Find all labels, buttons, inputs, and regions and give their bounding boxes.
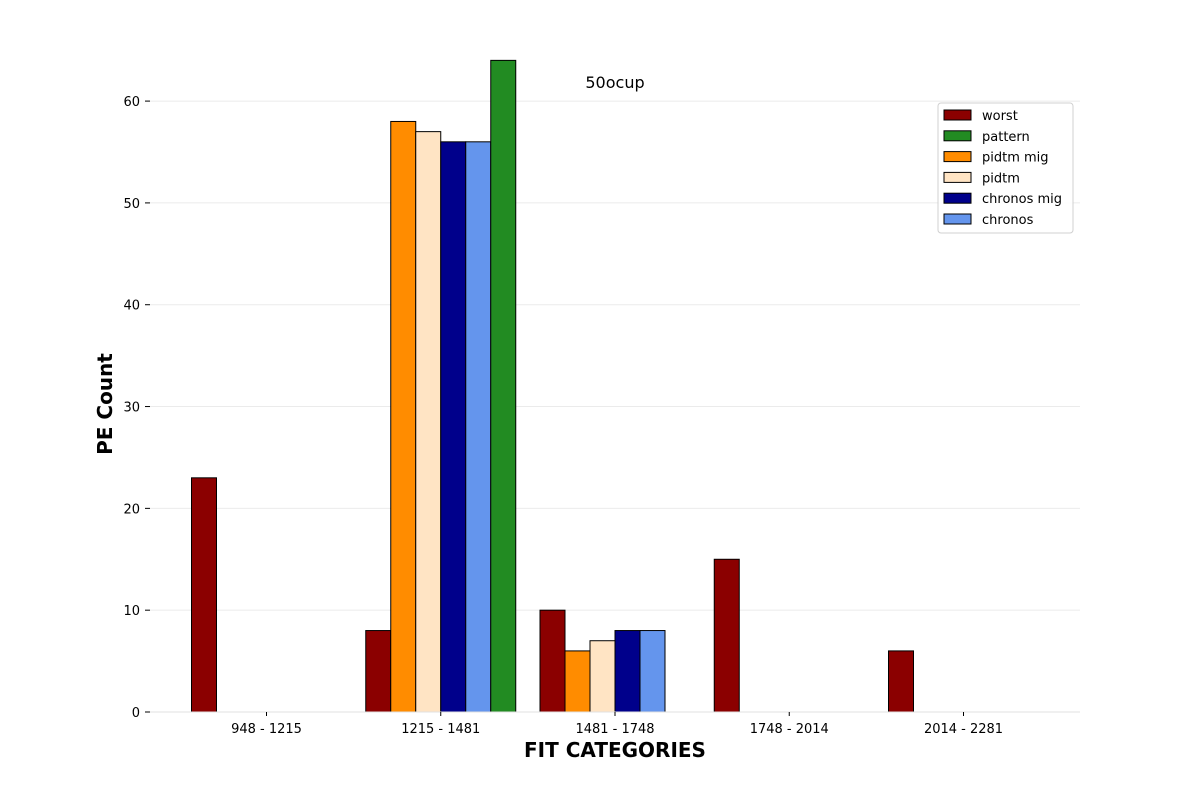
bar-worst [539, 609, 566, 713]
bar-pidtm [415, 131, 442, 713]
bar-chronos-mig [614, 630, 641, 713]
legend-swatch [943, 213, 972, 225]
bar-worst [888, 650, 914, 713]
y-axis: 0 10 20 30 40 50 60 [123, 95, 150, 721]
legend-label: chronos [982, 213, 1034, 228]
legend-label: chronos mig [982, 192, 1062, 207]
y-tick-label: 60 [123, 95, 140, 110]
bar-pidtm-mig [390, 120, 417, 713]
y-tick-label: 10 [123, 604, 140, 619]
bar-worst [365, 630, 392, 713]
legend-label: pidtm [982, 171, 1020, 186]
bar-pidtm-mig [564, 650, 591, 713]
bar-worst [713, 558, 740, 713]
y-tick-label: 20 [123, 502, 140, 517]
legend-swatch [943, 109, 972, 121]
bar-worst [191, 477, 217, 713]
y-tick-label: 50 [123, 197, 140, 212]
x-tick-label: 1215 - 1481 [401, 722, 480, 737]
x-tick-label: 1748 - 2014 [750, 722, 829, 737]
y-tick-label: 30 [123, 401, 140, 416]
x-tick-label: 948 - 1215 [231, 722, 302, 737]
x-tick-label: 2014 - 2281 [924, 722, 1003, 737]
chart-title: 50ocup [585, 73, 644, 92]
x-axis: 948 - 1215 1215 - 1481 1481 - 1748 1748 - 2… [150, 711, 1080, 737]
bars [191, 59, 1039, 713]
legend: worst pattern pidtm mig pidtm chronos mig chr… [937, 102, 1074, 234]
legend-label: worst [982, 109, 1018, 124]
bar-pidtm [589, 640, 616, 713]
grid-lines [150, 100, 1080, 713]
legend-label: pattern [982, 130, 1030, 145]
bar-pattern [490, 59, 517, 713]
legend-label: pidtm mig [982, 151, 1049, 166]
x-tick-label: 1481 - 1748 [575, 722, 654, 737]
bar-chronos [465, 141, 492, 713]
x-axis-label: FIT CATEGORIES [524, 738, 706, 762]
bar-chronos-mig [440, 141, 467, 713]
y-tick-label: 40 [123, 299, 140, 314]
legend-swatch [943, 171, 972, 183]
legend-box [937, 102, 1074, 234]
y-tick-label: 0 [132, 706, 140, 721]
legend-swatch [943, 130, 972, 142]
bar-chronos [639, 630, 666, 713]
y-axis-label: PE Count [93, 353, 117, 455]
legend-swatch [943, 192, 972, 204]
legend-swatch [943, 151, 972, 163]
